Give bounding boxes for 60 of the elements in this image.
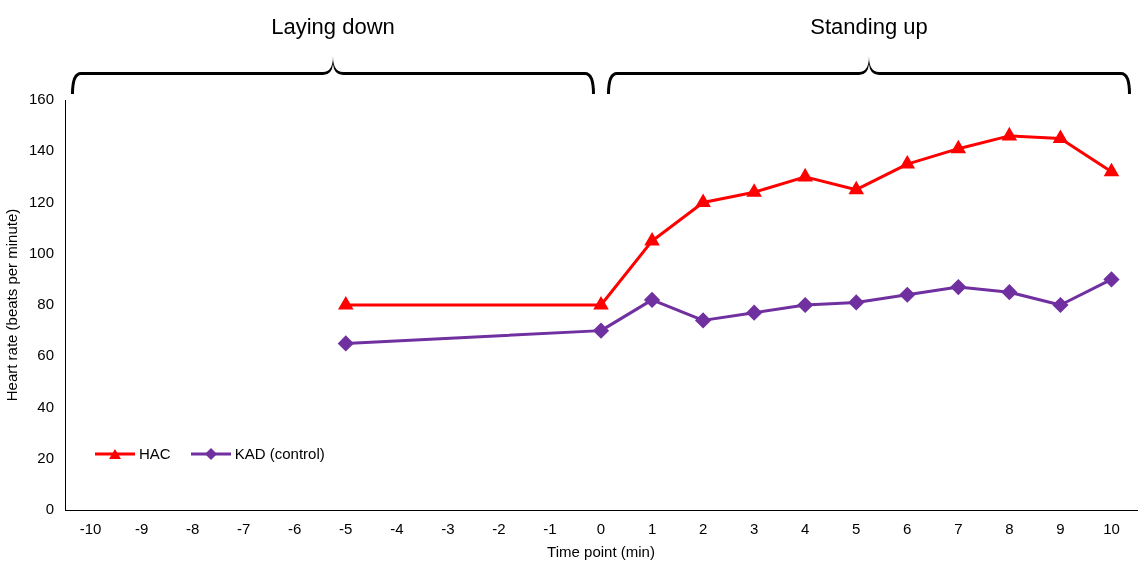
- x-tick-label: -4: [390, 520, 404, 538]
- y-tick-label: 0: [45, 500, 55, 518]
- point: [950, 279, 966, 295]
- point: [338, 335, 354, 351]
- y-tick-label: 160: [29, 90, 55, 108]
- point: [747, 184, 761, 197]
- point: [1002, 128, 1017, 141]
- x-tick-label: -10: [79, 520, 102, 538]
- legend-label: HAC: [139, 445, 171, 462]
- x-tick-label: 9: [1056, 520, 1065, 538]
- y-tick-label: 40: [37, 397, 55, 415]
- y-tick-label: 120: [29, 192, 55, 210]
- point: [951, 141, 966, 154]
- x-tick-label: -7: [237, 520, 251, 538]
- point: [645, 233, 659, 246]
- x-tick-label: 4: [801, 520, 810, 538]
- point: [797, 297, 813, 313]
- point: [1103, 271, 1119, 287]
- x-tick-label: 2: [698, 520, 708, 538]
- point: [339, 297, 353, 310]
- x-tick-label: 3: [749, 520, 759, 538]
- text: Standing up: [809, 14, 929, 40]
- x-tick-label: -8: [185, 520, 200, 538]
- point: [1001, 284, 1017, 300]
- x-tick-label: 5: [852, 520, 861, 538]
- point: [696, 195, 710, 207]
- y-tick-label: 80: [37, 295, 55, 313]
- x-tick-label: 7: [954, 520, 963, 538]
- x-axis-title: Time point (min): [547, 543, 655, 561]
- y-tick-label: 140: [29, 141, 55, 159]
- x-tick-label: 0: [596, 520, 606, 538]
- point: [900, 156, 914, 169]
- x-tick-label: -6: [288, 520, 302, 538]
- x-tick-label: 10: [1103, 520, 1120, 538]
- point: [848, 294, 864, 310]
- point: [1052, 297, 1068, 313]
- y-tick-label: 20: [37, 448, 55, 466]
- point: [695, 312, 711, 328]
- point: [798, 169, 812, 182]
- x-tick-label: -1: [543, 520, 557, 538]
- point: [594, 297, 608, 310]
- x-tick-label: 8: [1005, 520, 1014, 538]
- x-tick-label: -3: [441, 520, 455, 538]
- point: [593, 323, 609, 339]
- point: [1053, 130, 1068, 143]
- x-tick-label: -2: [492, 520, 506, 538]
- text: Laying down: [270, 14, 396, 40]
- y-tick-label: 60: [37, 346, 55, 364]
- point: [644, 292, 660, 308]
- y-tick-label: 100: [29, 243, 55, 261]
- point: [849, 182, 863, 195]
- y-axis-title: Heart rate (beats per minute): [3, 208, 21, 402]
- point: [746, 305, 762, 321]
- x-tick-label: -9: [134, 520, 149, 538]
- point: [1104, 164, 1119, 177]
- x-tick-label: -5: [339, 520, 353, 538]
- point: [899, 287, 915, 303]
- x-tick-label: 1: [647, 520, 657, 538]
- legend-label: KAD (control): [234, 445, 325, 462]
- x-tick-label: 6: [903, 520, 912, 538]
